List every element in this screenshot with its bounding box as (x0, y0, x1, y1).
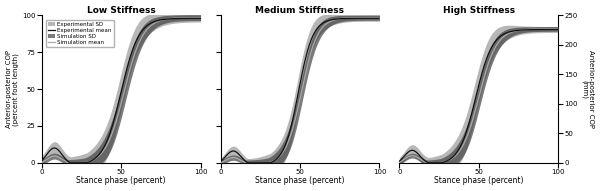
Title: Medium Stiffness: Medium Stiffness (256, 6, 344, 15)
Title: Low Stiffness: Low Stiffness (86, 6, 155, 15)
Y-axis label: Anterior-posterior COP
(mm): Anterior-posterior COP (mm) (581, 50, 595, 128)
Y-axis label: Anterior-posterior COP
(percent foot length): Anterior-posterior COP (percent foot len… (5, 50, 19, 128)
X-axis label: Stance phase (percent): Stance phase (percent) (255, 176, 345, 185)
X-axis label: Stance phase (percent): Stance phase (percent) (76, 176, 166, 185)
Title: High Stiffness: High Stiffness (443, 6, 515, 15)
Legend: Experimental SD, Experimental mean, Simulation SD, Simulation mean: Experimental SD, Experimental mean, Simu… (46, 20, 113, 47)
X-axis label: Stance phase (percent): Stance phase (percent) (434, 176, 524, 185)
